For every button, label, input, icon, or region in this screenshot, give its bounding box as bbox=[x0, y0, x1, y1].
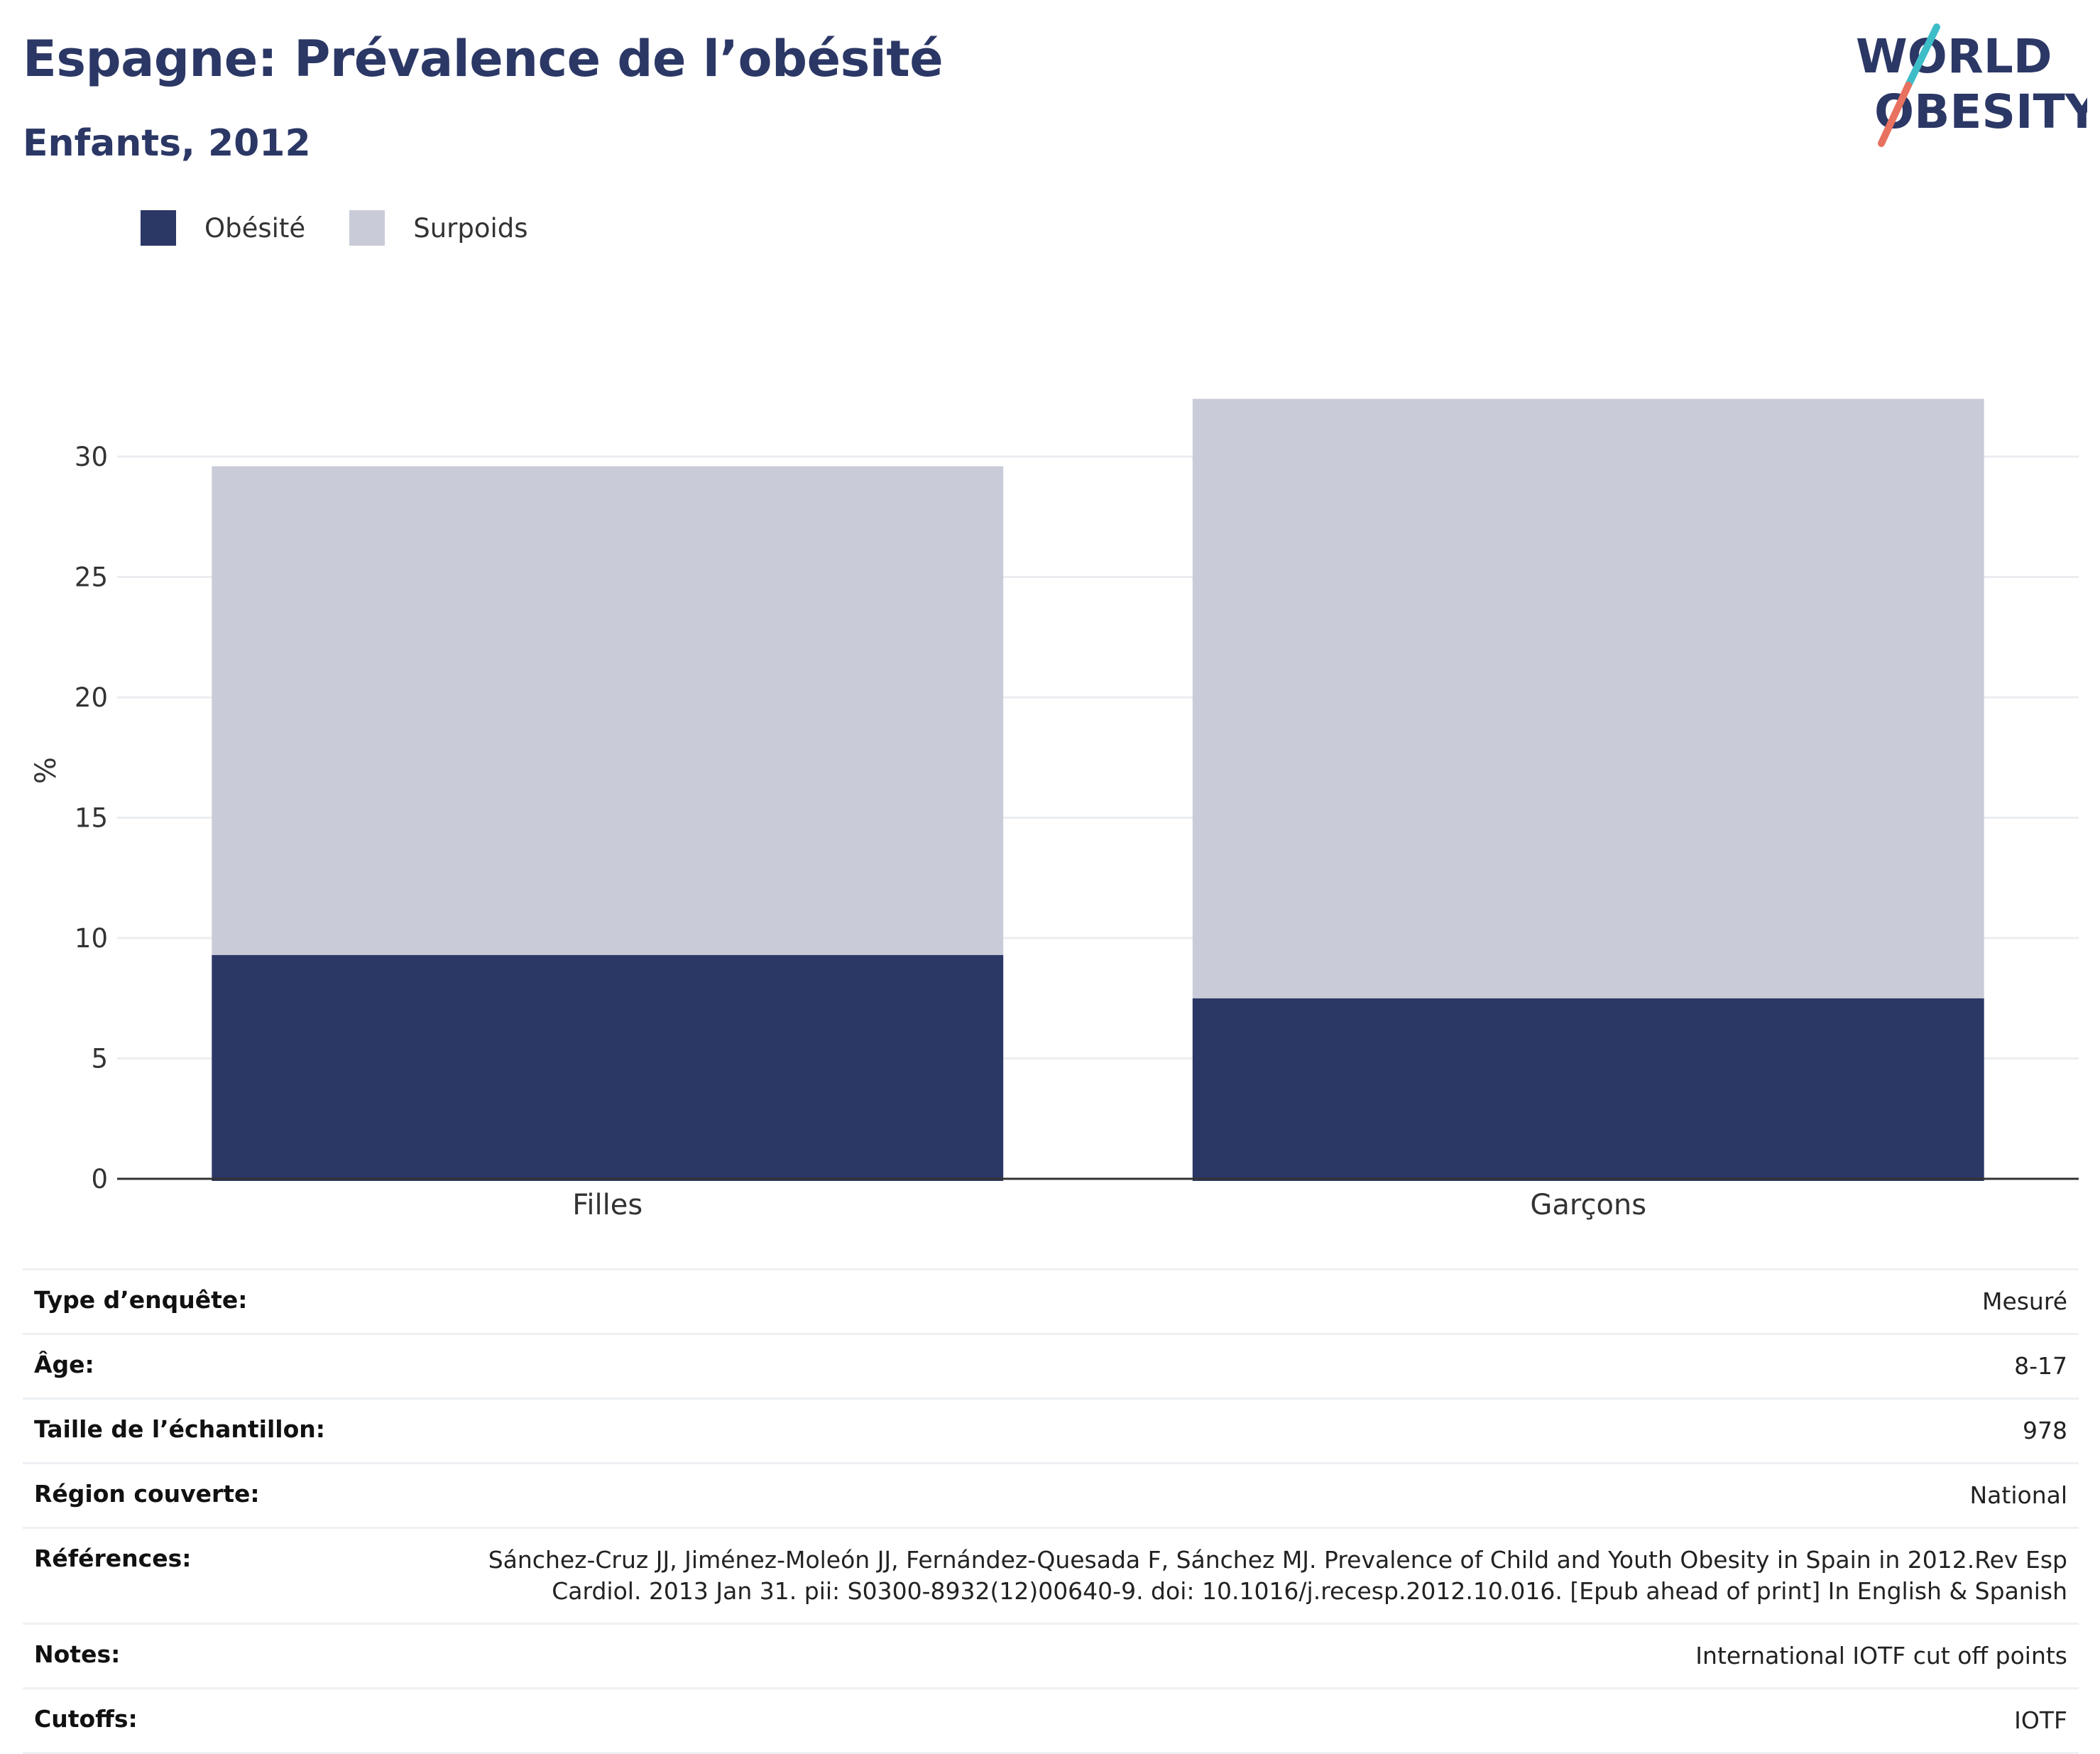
legend-label-surpoids: Surpoids bbox=[413, 212, 528, 244]
info-value-references: Sánchez-Cruz JJ, Jiménez-Moleón JJ, Fern… bbox=[443, 1527, 2079, 1624]
bar-chart: 0 5 10 15 20 25 30% Filles Garçons bbox=[30, 398, 2079, 1221]
info-key: Taille de l’échantillon: bbox=[23, 1398, 443, 1464]
table-row: Région couverte: National bbox=[23, 1462, 2079, 1528]
info-key: Notes: bbox=[23, 1623, 443, 1689]
y-tick-label: 20 bbox=[75, 682, 108, 713]
info-value: International IOTF cut off points bbox=[443, 1623, 2079, 1689]
reference-line: Sánchez-Cruz JJ, Jiménez-Moleón JJ, Fern… bbox=[488, 1546, 2067, 1574]
y-tick-label: 25 bbox=[75, 562, 108, 593]
info-value: IOTF bbox=[443, 1687, 2079, 1754]
legend: Obésité Surpoids bbox=[141, 210, 572, 246]
y-tick-label: 30 bbox=[75, 442, 108, 472]
table-row: Âge: 8-17 bbox=[23, 1333, 2079, 1399]
info-key: Cutoffs: bbox=[23, 1687, 443, 1754]
logo-line2: OBESITY bbox=[1874, 85, 2087, 139]
logo-slash-top bbox=[1905, 23, 1940, 89]
legend-label-obesite: Obésité bbox=[204, 212, 306, 244]
y-tick-label: 0 bbox=[91, 1164, 108, 1194]
info-value: National bbox=[443, 1462, 2079, 1528]
legend-swatch-obesite bbox=[141, 210, 176, 246]
x-tick-label: Garçons bbox=[1530, 1189, 1646, 1221]
bar-obesite-0 bbox=[212, 954, 1004, 1181]
logo-slash-bottom bbox=[1878, 82, 1912, 147]
table-row: Notes: International IOTF cut off points bbox=[23, 1623, 2079, 1689]
table-row: Type d’enquête: Mesuré bbox=[23, 1268, 2079, 1334]
y-axis-label: % bbox=[30, 757, 62, 784]
bar-surpoids-1 bbox=[1192, 398, 1984, 998]
table-row: Références: Sánchez-Cruz JJ, Jiménez-Mol… bbox=[23, 1527, 2079, 1624]
x-tick-label: Filles bbox=[572, 1189, 642, 1221]
info-key: Références: bbox=[23, 1527, 443, 1624]
legend-swatch-surpoids bbox=[349, 210, 385, 246]
info-value: 978 bbox=[443, 1398, 2079, 1464]
legend-item-obesite[interactable]: Obésité bbox=[141, 210, 305, 246]
info-key: Type d’enquête: bbox=[23, 1268, 443, 1334]
chart-subtitle: Enfants, 2012 bbox=[23, 122, 311, 165]
survey-info-table: Type d’enquête: Mesuré Âge: 8-17 Taille … bbox=[23, 1268, 2079, 1754]
world-obesity-logo: WORLD OBESITY bbox=[1856, 23, 2087, 147]
bar-surpoids-0 bbox=[212, 466, 1004, 955]
info-value: Mesuré bbox=[443, 1268, 2079, 1334]
y-tick-label: 15 bbox=[75, 803, 108, 834]
logo-line1: WORLD bbox=[1856, 29, 2052, 84]
chart-title: Espagne: Prévalence de l’obésité bbox=[23, 30, 944, 88]
bar-obesite-1 bbox=[1192, 998, 1984, 1181]
info-key: Âge: bbox=[23, 1333, 443, 1399]
y-tick-label: 10 bbox=[75, 923, 108, 954]
y-tick-label: 5 bbox=[91, 1044, 108, 1074]
table-row: Cutoffs: IOTF bbox=[23, 1687, 2079, 1754]
info-value: 8-17 bbox=[443, 1333, 2079, 1399]
info-key: Région couverte: bbox=[23, 1462, 443, 1528]
table-row: Taille de l’échantillon: 978 bbox=[23, 1398, 2079, 1464]
legend-item-surpoids[interactable]: Surpoids bbox=[349, 210, 528, 246]
reference-line: Cardiol. 2013 Jan 31. pii: S0300-8932(12… bbox=[552, 1577, 2067, 1605]
